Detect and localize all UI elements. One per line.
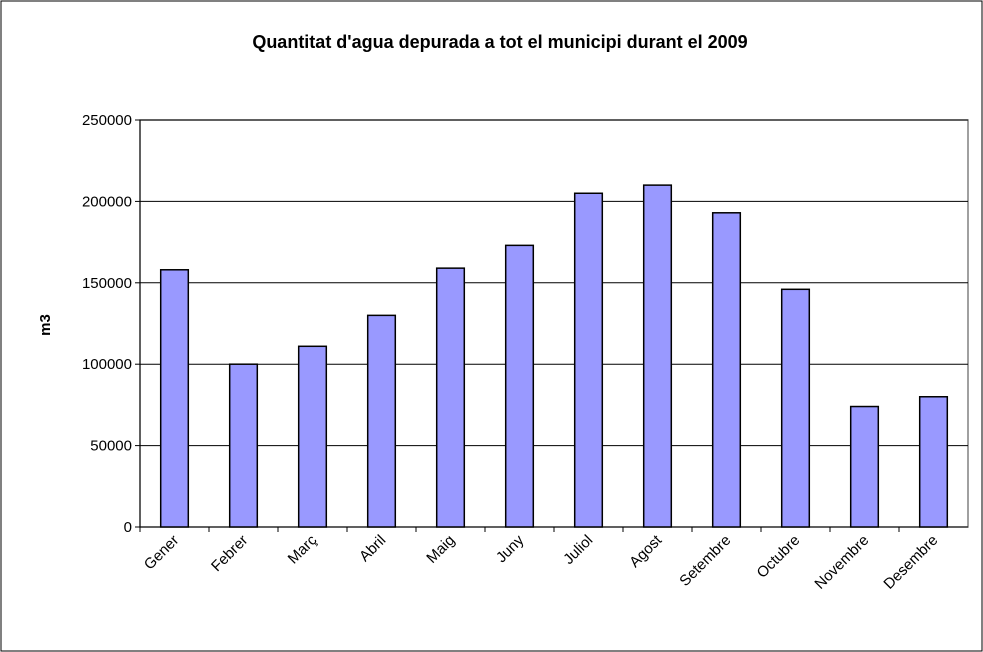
y-tick-label: 200000 xyxy=(82,193,132,210)
bar xyxy=(228,363,259,528)
chart-title: Quantitat d'agua depurada a tot el munic… xyxy=(252,32,747,52)
bar xyxy=(573,192,604,528)
y-tick-label: 250000 xyxy=(82,112,132,129)
bar xyxy=(297,345,328,528)
bar xyxy=(504,244,535,528)
y-axis-label: m3 xyxy=(37,314,54,336)
plot-area xyxy=(139,119,969,528)
bar xyxy=(366,314,397,528)
bar xyxy=(780,288,811,528)
y-tick-label: 0 xyxy=(124,519,132,536)
bar xyxy=(435,267,466,528)
bar xyxy=(159,269,190,528)
bar xyxy=(849,405,880,528)
bar xyxy=(711,212,742,528)
y-tick-label: 50000 xyxy=(90,438,132,455)
y-tick-label: 100000 xyxy=(82,356,132,373)
y-tick-label: 150000 xyxy=(82,275,132,292)
bar xyxy=(642,184,673,528)
bar xyxy=(918,396,949,528)
